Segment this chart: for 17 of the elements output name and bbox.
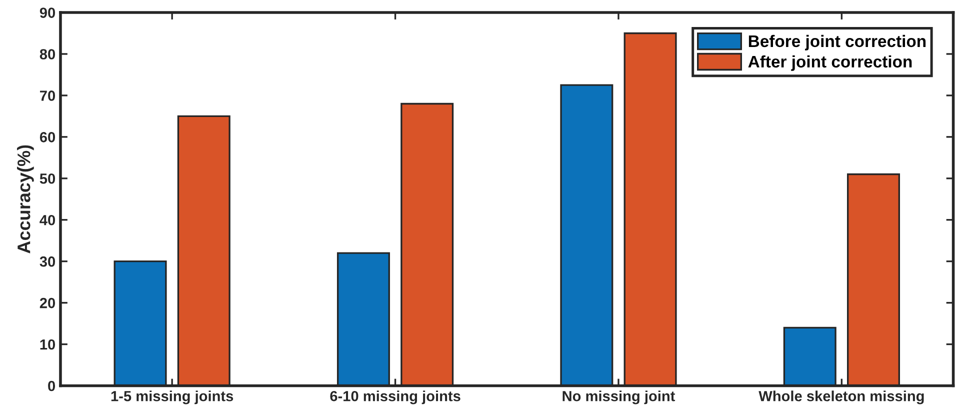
x-tick-label: 1-5 missing joints [111, 390, 234, 404]
y-axis-title: Accuracy(%) [17, 145, 34, 254]
legend-label: Before joint correction [748, 34, 926, 50]
y-tick-label: 90 [40, 8, 56, 18]
y-tick-label: 30 [40, 256, 56, 267]
y-tick-label: 0 [48, 380, 56, 392]
y-tick-label: 60 [40, 132, 56, 142]
x-tick-label: Whole skeleton missing [758, 390, 924, 404]
x-tick-label: 6-10 missing joints [330, 390, 460, 404]
y-tick-label: 40 [40, 214, 56, 226]
y-tick-label: 80 [40, 49, 56, 60]
y-tick-label: 50 [40, 173, 56, 184]
y-tick-label: 70 [40, 90, 56, 101]
legend-label: After joint correction [748, 55, 912, 71]
y-tick-label: 10 [40, 339, 56, 350]
y-tick-label: 20 [40, 298, 56, 308]
x-tick-label: No missing joint [562, 390, 676, 404]
